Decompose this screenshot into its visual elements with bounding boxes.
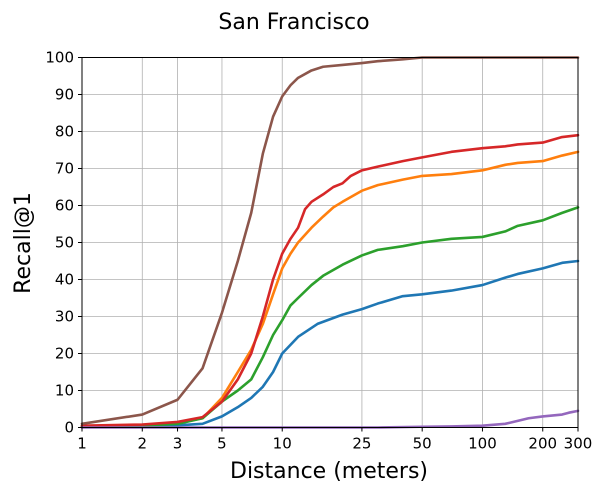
y-tick-label: 30 bbox=[55, 308, 74, 326]
chart-title: San Francisco bbox=[218, 10, 369, 35]
x-tick-label: 5 bbox=[217, 435, 227, 453]
x-axis-ticks: 1 2 3 5 10 25 50 100 200 300 bbox=[77, 427, 593, 453]
y-tick-label: 70 bbox=[55, 160, 74, 178]
series-line-4 bbox=[80, 133, 580, 427]
y-axis-ticks: 0 10 20 30 40 50 60 70 80 90 100 bbox=[45, 49, 82, 437]
x-tick-label: 3 bbox=[173, 435, 183, 453]
x-tick-label: 50 bbox=[413, 435, 432, 453]
y-tick-label: 0 bbox=[64, 419, 74, 437]
y-tick-label: 90 bbox=[55, 86, 74, 104]
y-tick-label: 10 bbox=[55, 382, 74, 400]
y-tick-label: 40 bbox=[55, 271, 74, 289]
series-group bbox=[80, 56, 580, 429]
x-tick-label: 25 bbox=[352, 435, 371, 453]
x-tick-label: 10 bbox=[273, 435, 292, 453]
x-tick-label: 200 bbox=[528, 435, 557, 453]
grid bbox=[81, 57, 579, 428]
y-tick-label: 100 bbox=[45, 49, 74, 67]
y-tick-label: 80 bbox=[55, 123, 74, 141]
series-line-1 bbox=[80, 259, 580, 429]
series-line-6 bbox=[80, 56, 580, 426]
x-axis-title: Distance (meters) bbox=[230, 459, 428, 484]
series-line-2 bbox=[80, 150, 580, 428]
y-tick-label: 20 bbox=[55, 345, 74, 363]
x-tick-label: 300 bbox=[564, 435, 593, 453]
y-tick-label: 50 bbox=[55, 234, 74, 252]
y-tick-label: 60 bbox=[55, 197, 74, 215]
series-line-5 bbox=[80, 409, 580, 429]
x-tick-label: 1 bbox=[77, 435, 87, 453]
x-tick-label: 100 bbox=[468, 435, 497, 453]
x-tick-label: 2 bbox=[138, 435, 148, 453]
y-axis-title: Recall@1 bbox=[11, 192, 36, 294]
